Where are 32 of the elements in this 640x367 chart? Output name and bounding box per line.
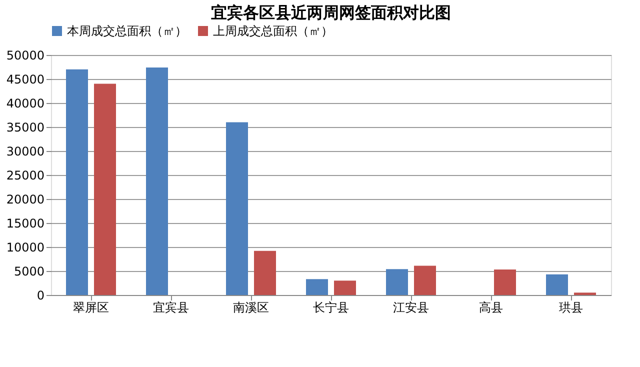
x-tick-label: 江安县 xyxy=(393,300,429,314)
bar xyxy=(494,270,516,295)
bar xyxy=(306,279,328,295)
y-tick-label: 40000 xyxy=(6,96,44,110)
legend-label: 本周成交总面积（㎡） xyxy=(67,24,187,38)
x-tick-label: 高县 xyxy=(479,300,503,314)
y-tick-label: 20000 xyxy=(6,192,44,206)
bar xyxy=(66,69,88,295)
x-tick-label: 翠屏区 xyxy=(73,300,109,314)
bar xyxy=(546,274,568,295)
bar xyxy=(146,67,168,295)
x-tick-label: 长宁县 xyxy=(313,300,349,314)
y-tick-label: 15000 xyxy=(6,216,44,230)
y-tick-label: 45000 xyxy=(6,72,44,86)
bar xyxy=(254,250,276,295)
y-tick-label: 5000 xyxy=(14,264,44,278)
y-tick-label: 50000 xyxy=(6,48,44,62)
legend-label: 上周成交总面积（㎡） xyxy=(213,24,333,38)
bar xyxy=(226,122,248,295)
bar xyxy=(414,266,436,295)
x-tick-label: 南溪区 xyxy=(233,300,269,314)
y-tick-label: 0 xyxy=(36,288,44,302)
x-tick-label: 宜宾县 xyxy=(153,300,189,314)
y-tick-label: 35000 xyxy=(6,120,44,134)
y-tick-label: 30000 xyxy=(6,144,44,158)
y-tick-label: 10000 xyxy=(6,240,44,254)
bar xyxy=(94,84,116,295)
bar xyxy=(386,269,408,295)
chart-title: 宜宾各区县近两周网签面积对比图 xyxy=(211,3,451,22)
bar xyxy=(334,280,356,295)
x-tick-label: 珙县 xyxy=(559,300,583,314)
y-tick-label: 25000 xyxy=(6,168,44,182)
